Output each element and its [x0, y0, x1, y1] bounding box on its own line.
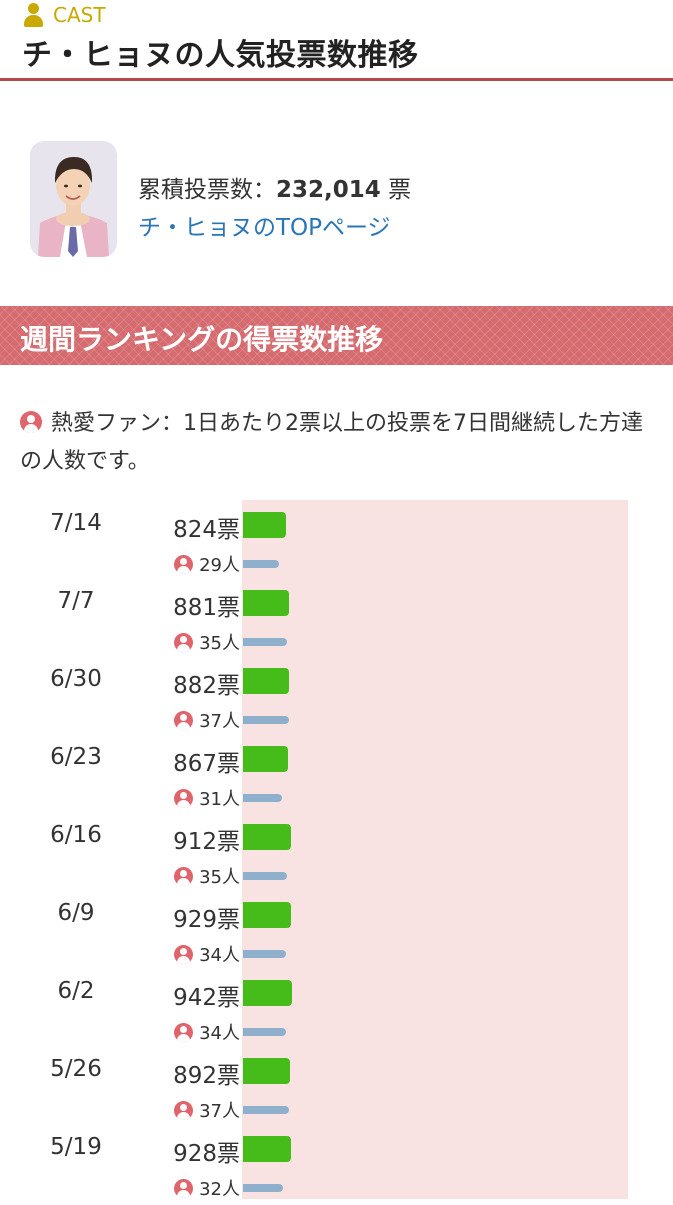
vote-bar — [243, 824, 291, 850]
week-fans: 35人 — [100, 629, 240, 655]
vote-bar — [243, 512, 286, 538]
fan-user-icon — [174, 1100, 194, 1120]
fan-user-icon — [20, 411, 42, 433]
fan-user-icon — [174, 788, 194, 808]
section-header: 週間ランキングの得票数推移 — [0, 306, 673, 365]
week-row: 7/14 824票 29人 — [0, 503, 673, 581]
week-fans: 32人 — [100, 1175, 240, 1201]
fan-legend-text: 熱愛ファン：1日あたり2票以上の投票を7日間継続した方達の人数です。 — [20, 411, 643, 474]
page-title: チ・ヒョヌの人気投票数推移 — [22, 38, 419, 73]
fan-user-icon — [174, 554, 194, 574]
week-date: 7/7 — [57, 588, 95, 614]
fan-bar — [243, 716, 289, 724]
fan-bar — [243, 1184, 283, 1192]
week-date: 5/19 — [50, 1134, 102, 1160]
vote-bar — [243, 1136, 291, 1162]
week-date: 6/23 — [50, 744, 102, 770]
fan-user-icon — [174, 944, 194, 964]
week-fans-label: 37人 — [199, 1101, 240, 1122]
category-text: CAST — [53, 3, 106, 27]
week-votes-label: 881票 — [173, 595, 240, 621]
week-fans-label: 37人 — [199, 711, 240, 732]
fan-bar — [243, 1028, 286, 1036]
week-fans: 37人 — [100, 707, 240, 733]
week-date: 6/2 — [57, 978, 95, 1004]
fan-user-icon — [174, 866, 194, 886]
vote-bar — [243, 746, 288, 772]
fan-legend: 熱愛ファン：1日あたり2票以上の投票を7日間継続した方達の人数です。 — [20, 405, 660, 481]
week-fans: 31人 — [100, 785, 240, 811]
title-divider — [0, 78, 673, 81]
week-fans-label: 34人 — [199, 1023, 240, 1044]
week-date: 6/9 — [57, 900, 95, 926]
week-fans: 35人 — [100, 863, 240, 889]
week-fans-label: 31人 — [199, 789, 240, 810]
week-date: 5/26 — [50, 1056, 102, 1082]
week-row: 5/26 892票 37人 — [0, 1049, 673, 1127]
profile-photo[interactable] — [30, 141, 117, 257]
week-row: 6/2 942票 34人 — [0, 971, 673, 1049]
week-votes-label: 882票 — [173, 673, 240, 699]
fan-bar — [243, 1106, 289, 1114]
week-votes-label: 942票 — [173, 985, 240, 1011]
total-votes-value: 232,014 — [276, 177, 381, 203]
week-row: 6/30 882票 37人 — [0, 659, 673, 737]
fan-bar — [243, 872, 287, 880]
week-fans: 34人 — [100, 1019, 240, 1045]
fan-bar — [243, 560, 279, 568]
week-votes-label: 824票 — [173, 517, 240, 543]
week-fans: 34人 — [100, 941, 240, 967]
fan-bar — [243, 794, 282, 802]
top-page-link[interactable]: チ・ヒョヌのTOPページ — [138, 215, 391, 241]
section-title: 週間ランキングの得票数推移 — [20, 323, 384, 356]
week-row: 6/9 929票 34人 — [0, 893, 673, 971]
week-fans-label: 32人 — [199, 1179, 240, 1200]
vote-bar — [243, 980, 292, 1006]
week-row: 5/19 928票 32人 — [0, 1127, 673, 1205]
week-votes-label: 929票 — [173, 907, 240, 933]
person-icon — [22, 3, 44, 27]
week-fans-label: 34人 — [199, 945, 240, 966]
week-date: 7/14 — [50, 510, 102, 536]
fan-bar — [243, 638, 287, 646]
week-date: 6/30 — [50, 666, 102, 692]
week-fans-label: 35人 — [199, 633, 240, 654]
week-votes-label: 912票 — [173, 829, 240, 855]
week-fans-label: 35人 — [199, 867, 240, 888]
vote-bar — [243, 902, 291, 928]
week-votes-label: 928票 — [173, 1141, 240, 1167]
vote-bar — [243, 590, 289, 616]
category-label: CAST — [22, 2, 106, 28]
fan-user-icon — [174, 710, 194, 730]
week-fans: 37人 — [100, 1097, 240, 1123]
total-votes: 累積投票数：232,014 票 — [138, 170, 411, 204]
week-row: 6/23 867票 31人 — [0, 737, 673, 815]
fan-user-icon — [174, 1022, 194, 1042]
total-votes-unit: 票 — [388, 177, 412, 203]
fan-user-icon — [174, 1178, 194, 1198]
week-row: 7/7 881票 35人 — [0, 581, 673, 659]
fan-user-icon — [174, 632, 194, 652]
week-votes-label: 892票 — [173, 1063, 240, 1089]
total-votes-label: 累積投票数： — [138, 177, 276, 203]
vote-bar — [243, 668, 289, 694]
chart-background — [242, 500, 628, 1199]
fan-bar — [243, 950, 286, 958]
week-votes-label: 867票 — [173, 751, 240, 777]
week-date: 6/16 — [50, 822, 102, 848]
week-row: 6/16 912票 35人 — [0, 815, 673, 893]
week-fans: 29人 — [100, 551, 240, 577]
vote-bar — [243, 1058, 290, 1084]
week-fans-label: 29人 — [199, 555, 240, 576]
